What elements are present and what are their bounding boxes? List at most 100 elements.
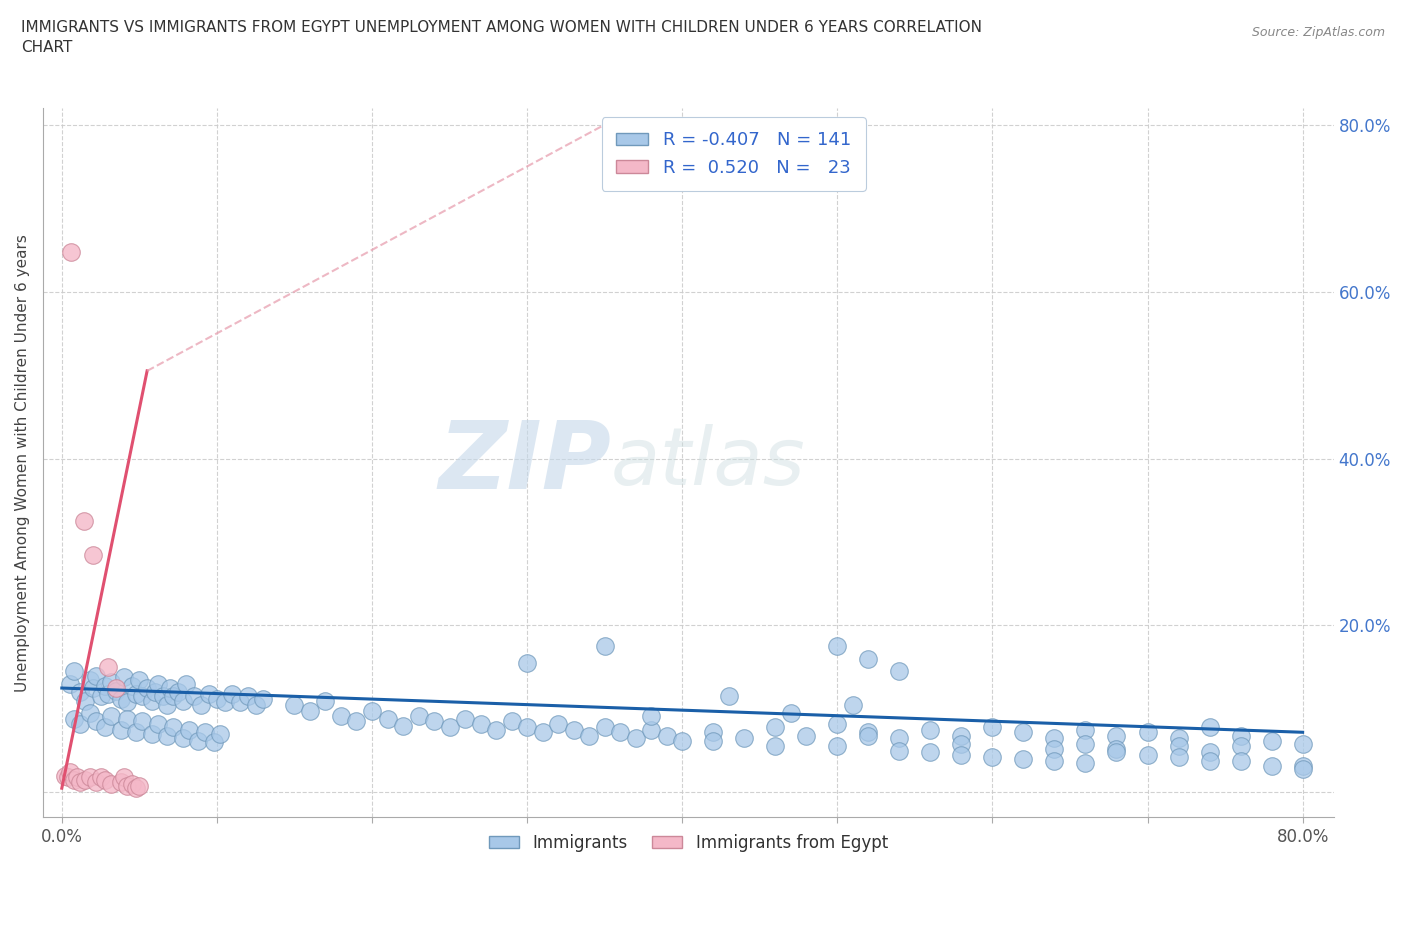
Point bbox=[58, 676, 80, 691]
Point bbox=[1198, 745, 1220, 760]
Point bbox=[920, 723, 942, 737]
Text: atlas: atlas bbox=[612, 424, 806, 501]
Point bbox=[779, 706, 801, 721]
Point bbox=[187, 733, 209, 748]
Point bbox=[143, 684, 166, 699]
Point bbox=[84, 668, 107, 683]
Point bbox=[121, 678, 143, 693]
Point bbox=[60, 244, 83, 259]
Point bbox=[283, 698, 305, 712]
Point bbox=[733, 731, 755, 746]
Point bbox=[702, 733, 724, 748]
Point bbox=[146, 676, 169, 691]
Point bbox=[640, 723, 662, 737]
Point bbox=[156, 698, 179, 712]
Point bbox=[252, 691, 274, 706]
Point bbox=[1291, 737, 1313, 751]
Point bbox=[981, 750, 1004, 764]
Point bbox=[702, 724, 724, 739]
Point bbox=[162, 689, 184, 704]
Point bbox=[202, 735, 225, 750]
Point bbox=[112, 670, 135, 684]
Point bbox=[79, 706, 101, 721]
Point bbox=[75, 693, 97, 708]
Point bbox=[950, 728, 973, 743]
Point bbox=[562, 723, 585, 737]
Point bbox=[97, 659, 120, 674]
Point bbox=[156, 728, 179, 743]
Point bbox=[439, 720, 461, 735]
Point bbox=[1136, 748, 1159, 763]
Point bbox=[141, 693, 163, 708]
Point bbox=[578, 728, 600, 743]
Point bbox=[408, 708, 430, 723]
Point bbox=[177, 723, 200, 737]
Point bbox=[100, 777, 122, 791]
Point bbox=[128, 778, 150, 793]
Point bbox=[174, 676, 197, 691]
Point bbox=[97, 686, 120, 701]
Point bbox=[763, 720, 786, 735]
Text: Source: ZipAtlas.com: Source: ZipAtlas.com bbox=[1251, 26, 1385, 39]
Point bbox=[159, 681, 181, 696]
Point bbox=[593, 639, 616, 654]
Point bbox=[131, 689, 153, 704]
Point bbox=[454, 711, 477, 726]
Point bbox=[205, 691, 228, 706]
Point bbox=[115, 711, 138, 726]
Point bbox=[1260, 758, 1282, 773]
Point bbox=[889, 664, 911, 679]
Point bbox=[167, 684, 190, 699]
Y-axis label: Unemployment Among Women with Children Under 6 years: Unemployment Among Women with Children U… bbox=[15, 233, 30, 692]
Point bbox=[84, 714, 107, 729]
Point bbox=[190, 698, 212, 712]
Point bbox=[110, 691, 132, 706]
Point bbox=[172, 693, 194, 708]
Point bbox=[115, 695, 138, 710]
Point bbox=[1291, 762, 1313, 777]
Point bbox=[346, 714, 368, 729]
Point bbox=[229, 695, 252, 710]
Point bbox=[950, 737, 973, 751]
Point bbox=[392, 718, 415, 733]
Point bbox=[94, 678, 117, 693]
Point bbox=[208, 726, 231, 741]
Point bbox=[75, 773, 97, 788]
Point bbox=[858, 651, 880, 666]
Point bbox=[1105, 745, 1128, 760]
Point bbox=[1229, 739, 1251, 754]
Point bbox=[105, 681, 128, 696]
Point bbox=[245, 698, 267, 712]
Point bbox=[1074, 737, 1097, 751]
Legend: Immigrants, Immigrants from Egypt: Immigrants, Immigrants from Egypt bbox=[482, 828, 894, 858]
Point bbox=[671, 733, 693, 748]
Point bbox=[1167, 731, 1189, 746]
Point bbox=[90, 689, 112, 704]
Point bbox=[125, 686, 148, 701]
Point bbox=[94, 720, 117, 735]
Point bbox=[470, 716, 492, 731]
Point bbox=[485, 723, 508, 737]
Point bbox=[1043, 753, 1066, 768]
Point bbox=[1229, 753, 1251, 768]
Point bbox=[827, 716, 849, 731]
Point bbox=[79, 672, 101, 687]
Point bbox=[198, 686, 221, 701]
Point bbox=[1012, 751, 1035, 766]
Point bbox=[624, 731, 647, 746]
Point bbox=[655, 728, 678, 743]
Point bbox=[1229, 728, 1251, 743]
Point bbox=[172, 731, 194, 746]
Point bbox=[298, 703, 321, 718]
Point bbox=[501, 714, 523, 729]
Point bbox=[1167, 750, 1189, 764]
Point bbox=[889, 731, 911, 746]
Point bbox=[1260, 733, 1282, 748]
Point bbox=[423, 714, 446, 729]
Point bbox=[193, 724, 215, 739]
Point bbox=[547, 716, 569, 731]
Point bbox=[94, 773, 117, 788]
Point bbox=[640, 708, 662, 723]
Text: IMMIGRANTS VS IMMIGRANTS FROM EGYPT UNEMPLOYMENT AMONG WOMEN WITH CHILDREN UNDER: IMMIGRANTS VS IMMIGRANTS FROM EGYPT UNEM… bbox=[21, 20, 981, 35]
Point bbox=[516, 720, 538, 735]
